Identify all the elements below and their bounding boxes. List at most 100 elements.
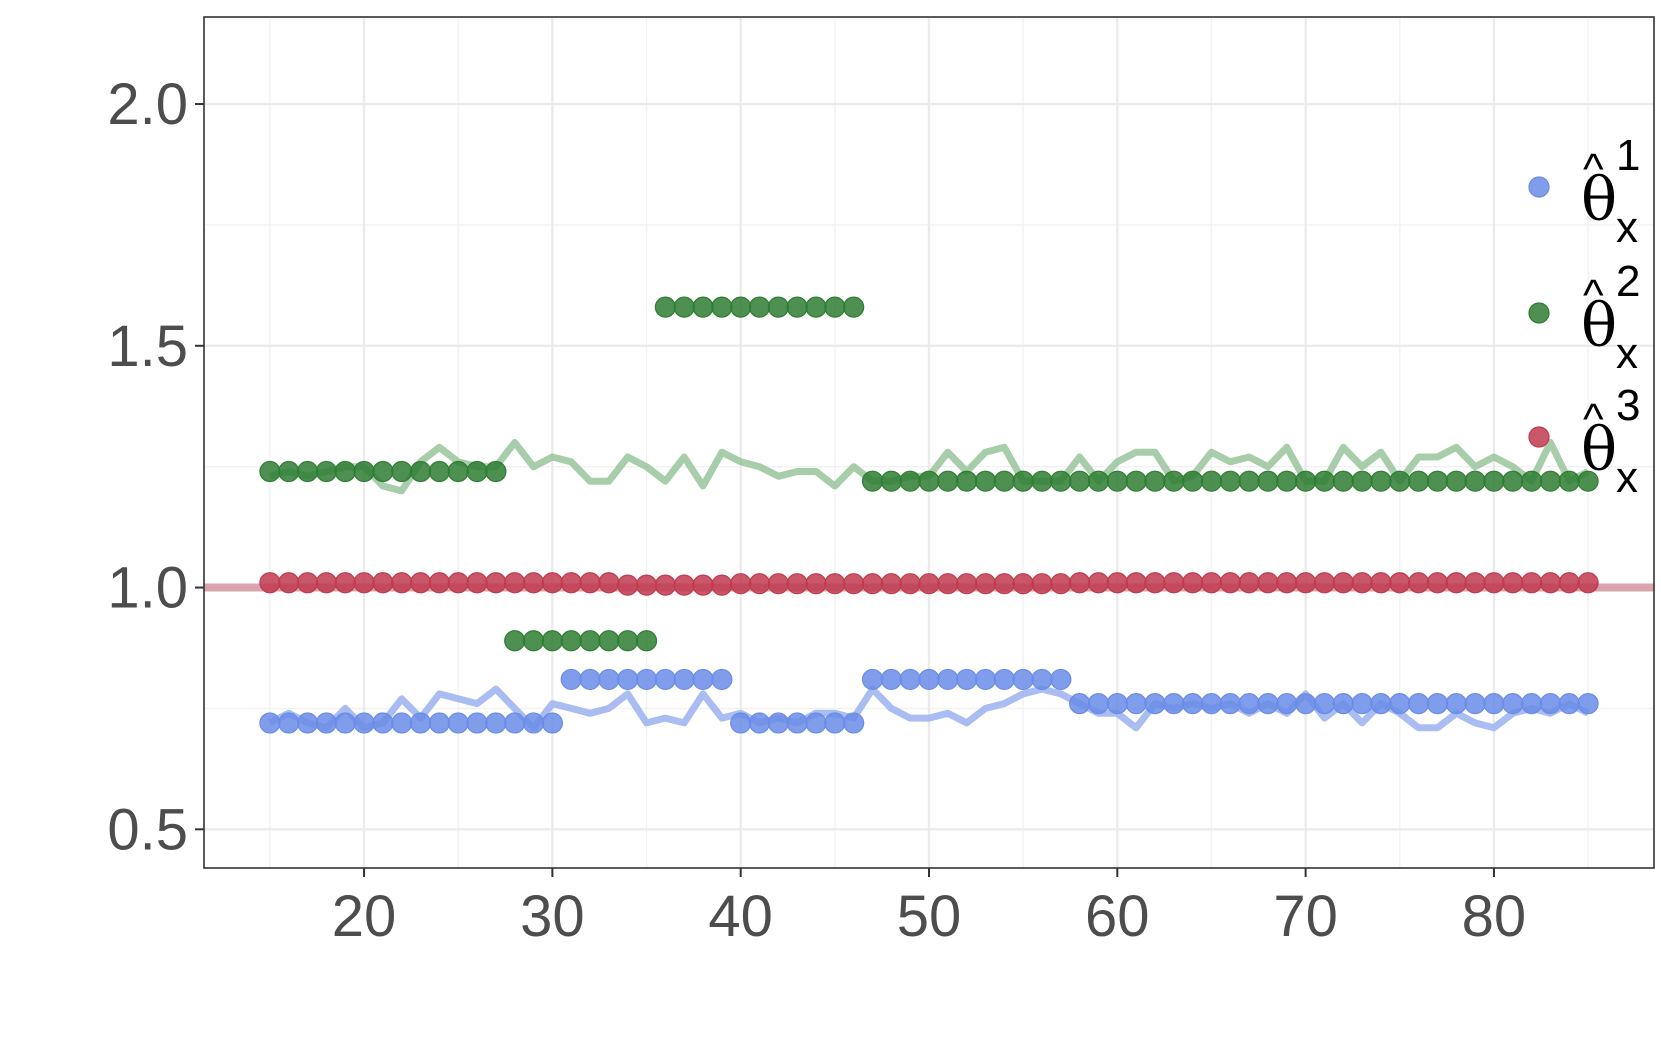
data-point bbox=[1502, 693, 1524, 715]
data-point bbox=[1313, 693, 1336, 715]
data-point bbox=[278, 572, 300, 594]
data-point bbox=[1106, 470, 1128, 492]
data-point bbox=[466, 460, 488, 483]
data-point bbox=[843, 296, 865, 318]
data-point bbox=[447, 460, 469, 483]
data-point bbox=[1577, 572, 1599, 594]
data-point bbox=[880, 470, 902, 492]
data-point bbox=[993, 470, 1015, 492]
data-point bbox=[560, 630, 582, 652]
data-point bbox=[1031, 470, 1053, 492]
data-point bbox=[391, 572, 413, 594]
legend-subscript: x bbox=[1616, 203, 1638, 252]
data-point bbox=[767, 573, 789, 595]
data-point bbox=[1408, 693, 1430, 715]
data-point bbox=[1182, 572, 1204, 594]
data-point bbox=[1539, 572, 1562, 594]
legend-hat: ^ bbox=[1583, 271, 1604, 320]
data-point bbox=[805, 296, 827, 318]
data-point bbox=[1182, 693, 1204, 715]
data-point bbox=[918, 470, 940, 492]
data-point bbox=[1295, 572, 1317, 594]
data-point bbox=[522, 712, 545, 734]
x-tick-label: 80 bbox=[1462, 884, 1527, 949]
data-point bbox=[315, 460, 338, 483]
data-point bbox=[692, 574, 714, 596]
data-point bbox=[767, 296, 789, 318]
data-point bbox=[824, 712, 846, 734]
data-point bbox=[899, 668, 921, 691]
data-point bbox=[372, 572, 394, 594]
data-point bbox=[296, 460, 319, 483]
data-point bbox=[1332, 572, 1354, 594]
data-point bbox=[1408, 572, 1430, 594]
x-axis: 20 30 40 50 60 70 80 bbox=[332, 868, 1526, 949]
data-point bbox=[1219, 693, 1241, 715]
data-point bbox=[1050, 668, 1072, 691]
y-tick-label: 1.5 bbox=[107, 314, 188, 379]
data-point bbox=[1219, 470, 1241, 492]
data-point bbox=[1163, 470, 1185, 492]
data-point bbox=[1426, 693, 1449, 715]
data-point bbox=[522, 572, 545, 594]
data-point bbox=[560, 668, 582, 691]
data-point bbox=[1125, 572, 1147, 594]
data-point bbox=[579, 668, 601, 691]
data-point bbox=[504, 712, 526, 734]
data-point bbox=[1577, 693, 1599, 715]
data-point bbox=[1238, 572, 1260, 594]
data-point bbox=[1558, 470, 1580, 492]
data-point bbox=[1050, 573, 1072, 595]
data-point bbox=[748, 712, 771, 734]
data-point bbox=[861, 573, 884, 595]
data-point bbox=[1426, 470, 1449, 492]
data-point bbox=[1426, 572, 1449, 594]
data-point bbox=[1520, 572, 1543, 594]
data-point bbox=[786, 712, 808, 734]
data-point bbox=[334, 712, 356, 734]
data-point bbox=[1295, 470, 1317, 492]
data-point bbox=[805, 573, 827, 595]
data-point bbox=[1577, 470, 1599, 492]
y-tick-label: 0.5 bbox=[107, 797, 188, 862]
data-point bbox=[485, 712, 507, 734]
data-point bbox=[918, 573, 940, 595]
data-point bbox=[1219, 572, 1241, 594]
data-point bbox=[409, 460, 432, 483]
data-point bbox=[1408, 470, 1430, 492]
data-point bbox=[635, 630, 658, 652]
data-point bbox=[1200, 572, 1223, 594]
data-point bbox=[1257, 572, 1279, 594]
data-point bbox=[786, 573, 808, 595]
data-point bbox=[899, 470, 921, 492]
data-point bbox=[372, 460, 394, 483]
data-point bbox=[278, 460, 300, 483]
data-point bbox=[786, 296, 808, 318]
data-point bbox=[1502, 470, 1524, 492]
data-point bbox=[1106, 693, 1128, 715]
data-point bbox=[259, 712, 281, 734]
data-point bbox=[617, 630, 639, 652]
data-point bbox=[993, 668, 1015, 691]
data-point bbox=[259, 460, 281, 483]
data-point bbox=[730, 573, 752, 595]
data-point bbox=[1313, 470, 1336, 492]
data-point bbox=[1483, 693, 1505, 715]
data-point bbox=[748, 296, 771, 318]
data-point bbox=[805, 712, 827, 734]
data-point bbox=[372, 712, 394, 734]
data-point bbox=[428, 712, 450, 734]
data-point bbox=[1332, 470, 1354, 492]
data-point bbox=[522, 630, 545, 652]
data-point bbox=[1276, 572, 1298, 594]
legend-subscript: x bbox=[1616, 453, 1638, 502]
data-point bbox=[1332, 693, 1354, 715]
data-point bbox=[541, 712, 563, 734]
data-point bbox=[504, 572, 526, 594]
data-point bbox=[1502, 572, 1524, 594]
data-point bbox=[485, 572, 507, 594]
data-point bbox=[1200, 470, 1223, 492]
data-point bbox=[1520, 693, 1543, 715]
data-point bbox=[1389, 572, 1411, 594]
